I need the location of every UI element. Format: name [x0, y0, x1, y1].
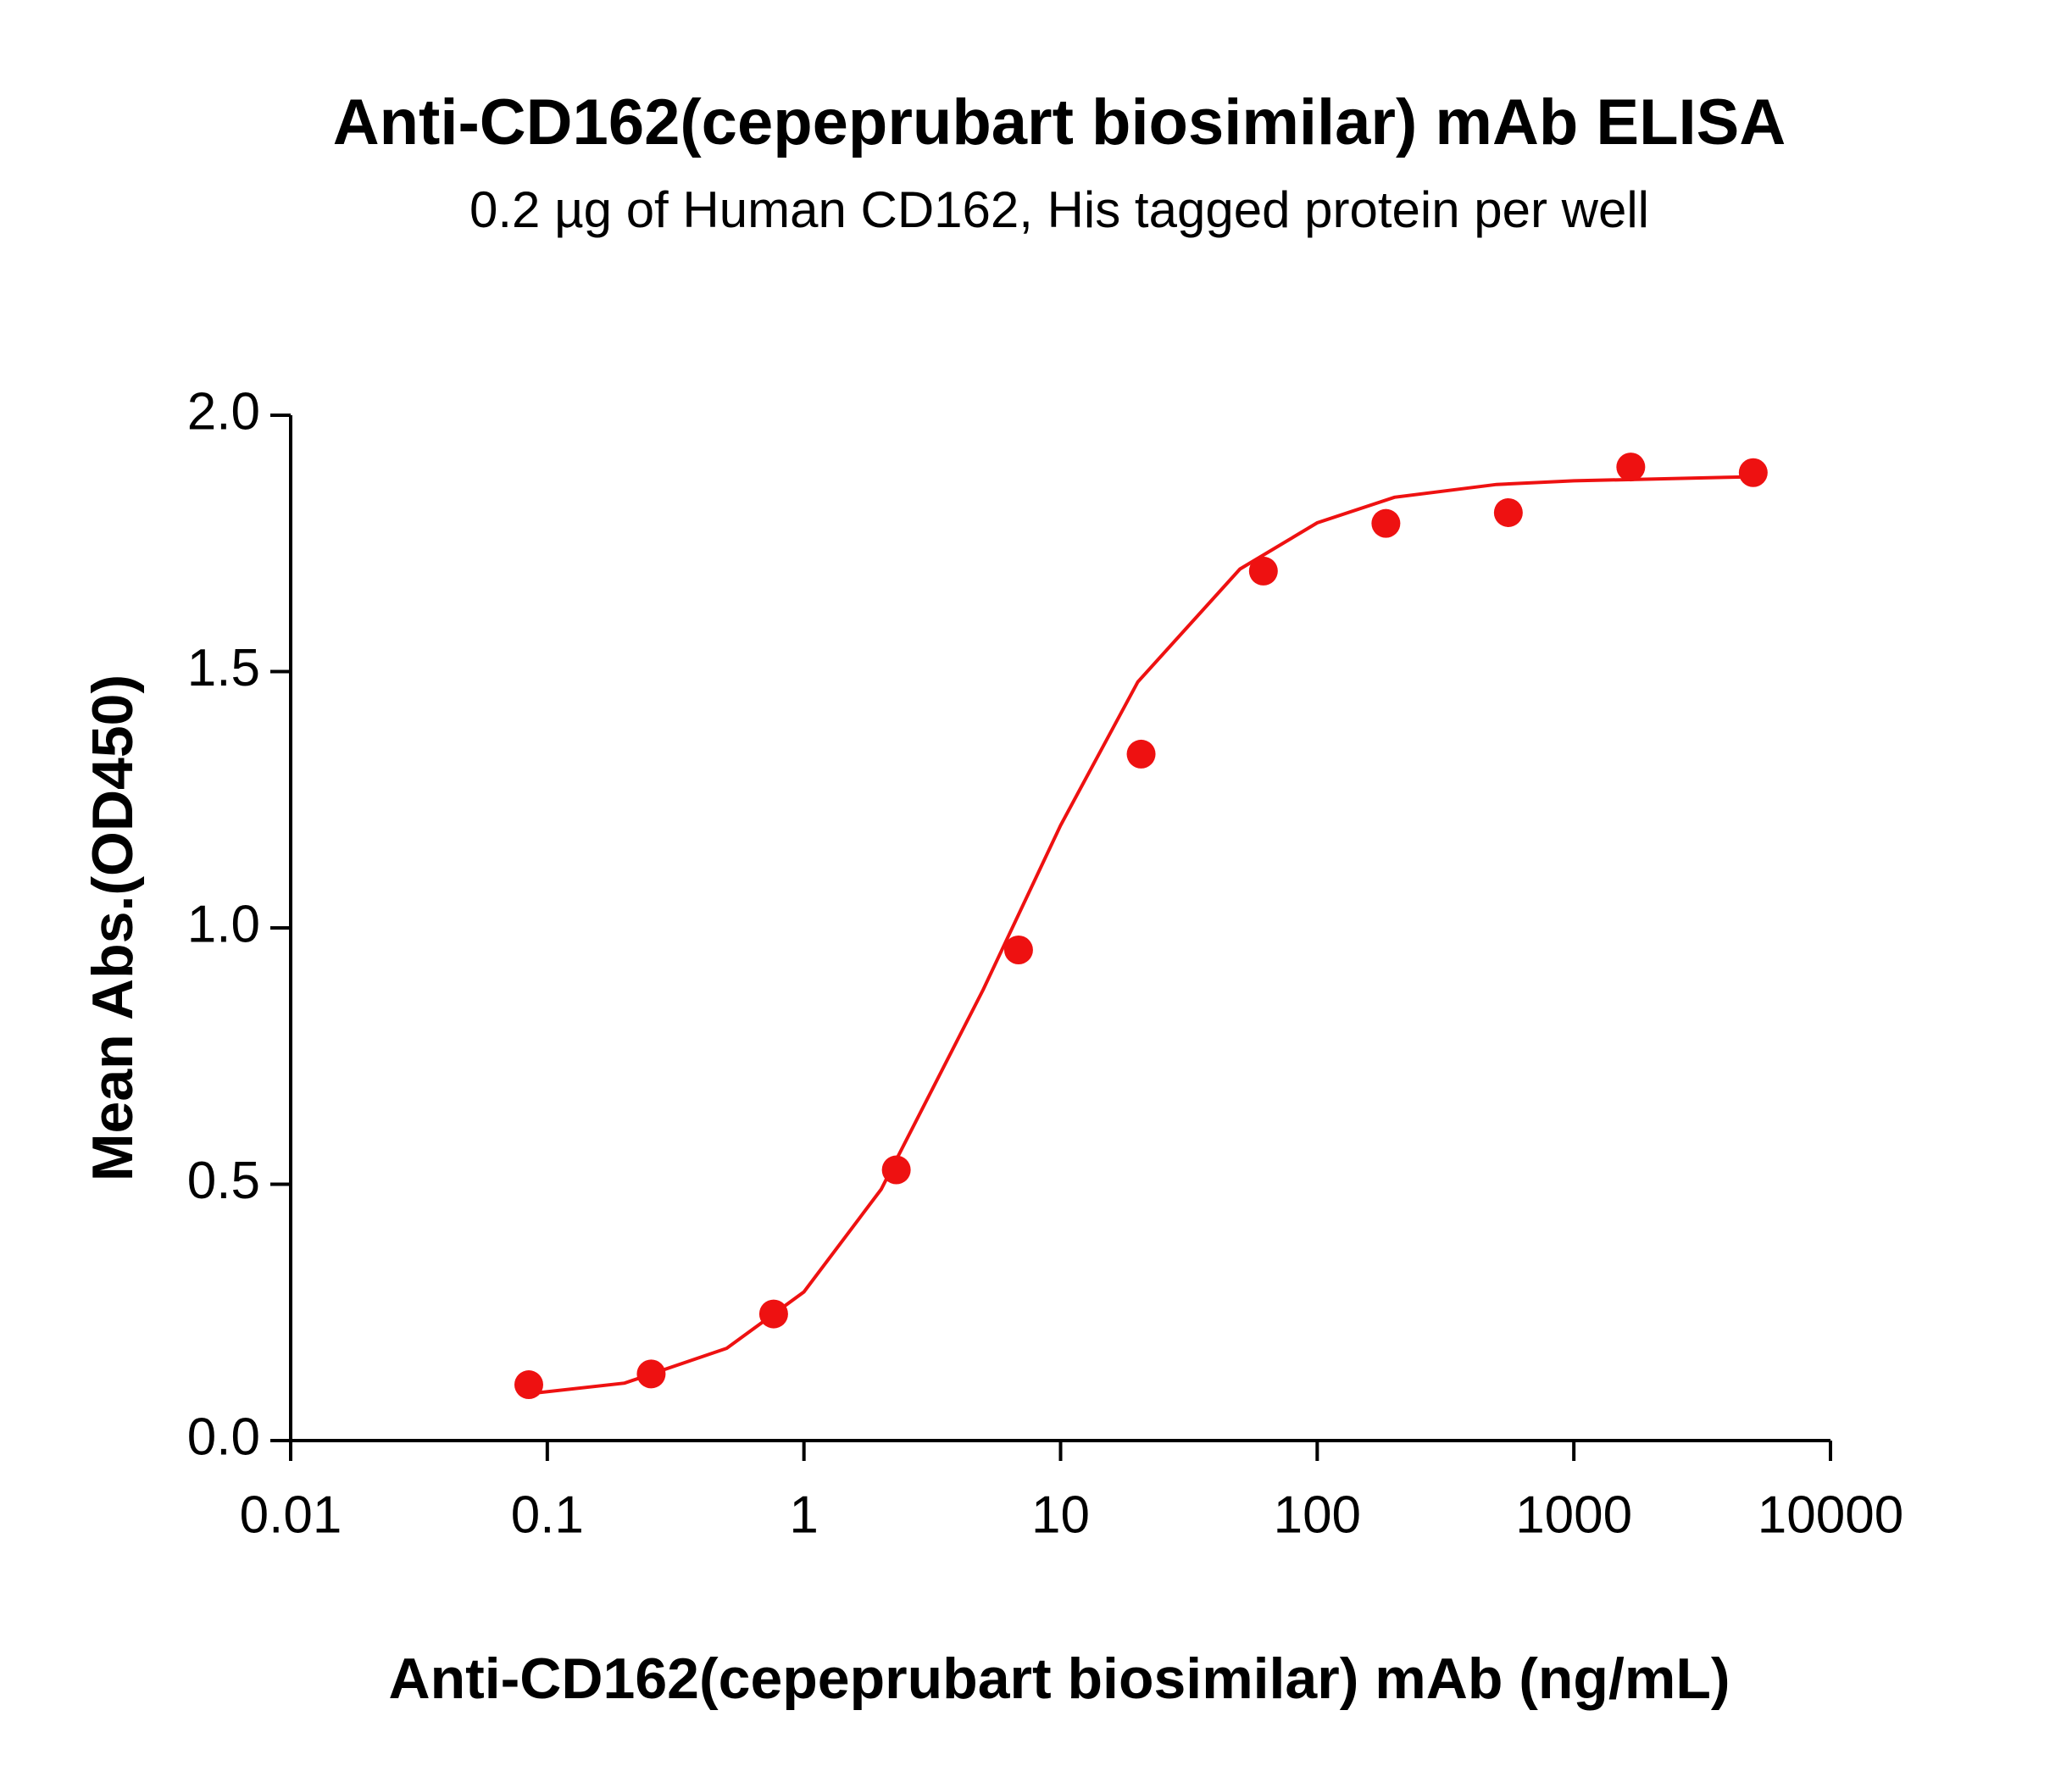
- data-point: [881, 1155, 911, 1185]
- x-tick-label: 0.01: [240, 1485, 342, 1544]
- data-point: [1493, 497, 1523, 527]
- x-tick-label: 10: [1031, 1485, 1090, 1544]
- y-tick-label: 2.0: [187, 382, 260, 441]
- data-point: [636, 1359, 666, 1389]
- data-point: [1371, 508, 1401, 538]
- y-tick-label: 0.0: [187, 1408, 260, 1466]
- x-tick-label: 100: [1274, 1485, 1361, 1544]
- y-tick-label: 1.0: [187, 895, 260, 953]
- y-axis-label: Mean Abs.(OD450): [81, 675, 145, 1181]
- data-point: [514, 1370, 543, 1400]
- data-point: [1248, 556, 1278, 586]
- data-point: [1126, 739, 1156, 769]
- data-point: [1738, 458, 1768, 487]
- fit-curve: [522, 475, 1753, 1397]
- data-point: [1003, 936, 1033, 965]
- x-tick-label: 1000: [1515, 1485, 1632, 1544]
- x-tick-label: 1: [789, 1485, 818, 1544]
- x-tick-label: 0.1: [511, 1485, 584, 1544]
- data-point: [758, 1299, 788, 1329]
- x-tick-label: 10000: [1758, 1485, 1903, 1544]
- chart-subtitle: 0.2 µg of Human CD162, His tagged protei…: [469, 181, 1649, 238]
- y-tick-label: 1.5: [187, 639, 260, 697]
- x-axis-label: Anti-CD162(cepeprubart biosimilar) mAb (…: [388, 1647, 1730, 1711]
- chart-title: Anti-CD162(cepeprubart biosimilar) mAb E…: [333, 86, 1786, 158]
- y-tick-label: 0.5: [187, 1152, 260, 1210]
- data-point: [1616, 453, 1646, 482]
